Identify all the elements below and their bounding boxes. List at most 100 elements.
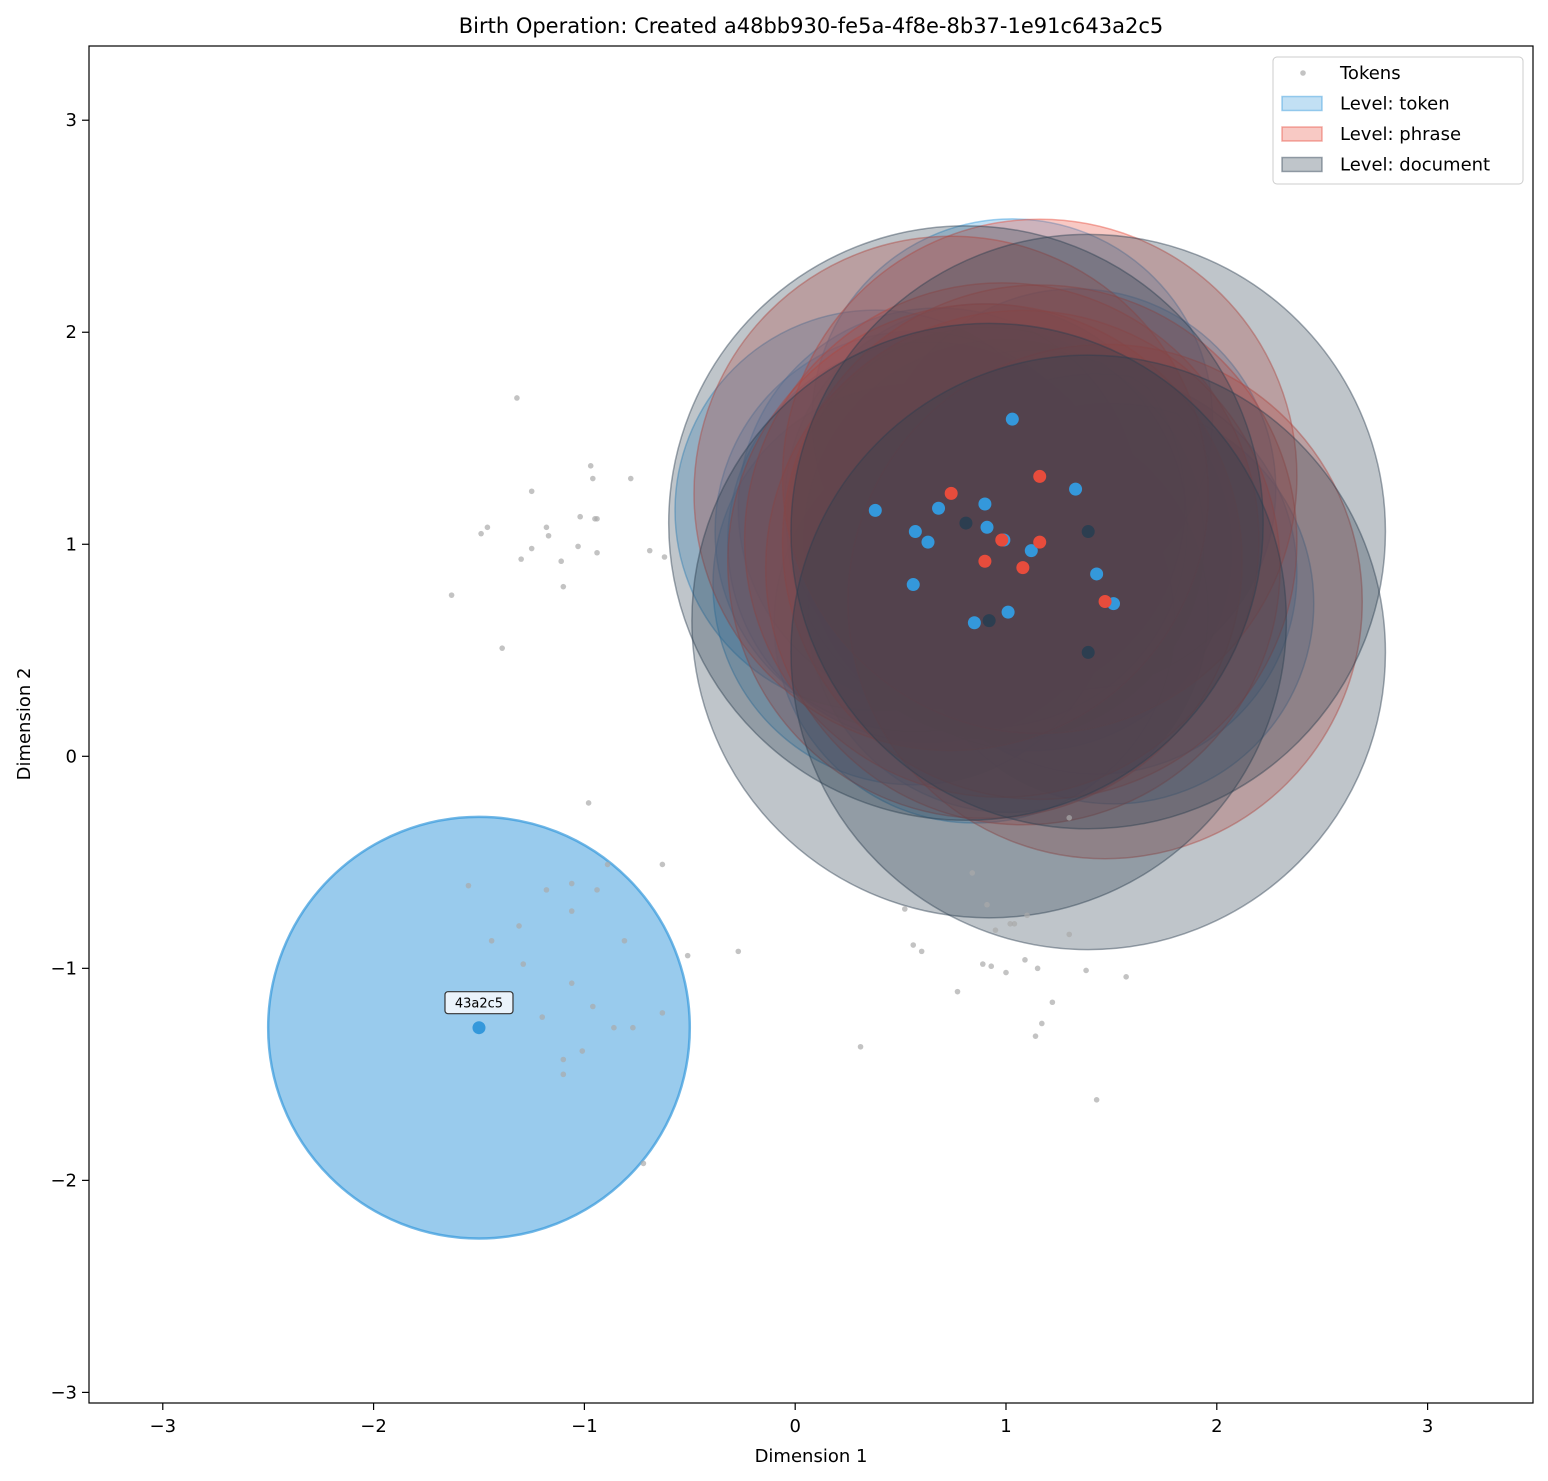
token-point bbox=[1083, 967, 1089, 974]
token-point bbox=[539, 1014, 546, 1020]
token-point bbox=[646, 547, 653, 554]
legend-patch-2 bbox=[1281, 126, 1323, 142]
token-point bbox=[594, 887, 600, 893]
token-point bbox=[1066, 931, 1073, 938]
token-point bbox=[910, 942, 917, 948]
token-point bbox=[488, 937, 495, 944]
token-point bbox=[857, 1043, 864, 1050]
tokens-layer bbox=[448, 395, 1129, 1167]
y-tick-label: 1 bbox=[66, 534, 77, 555]
center-point-document-23 bbox=[1081, 525, 1095, 539]
token-point bbox=[514, 395, 520, 401]
token-point bbox=[1032, 1033, 1039, 1039]
legend-label-3: Level: document bbox=[1340, 155, 1490, 176]
token-point bbox=[954, 988, 961, 995]
token-point bbox=[984, 901, 990, 908]
legend-marker-tokens bbox=[1300, 70, 1306, 76]
center-point-token-5 bbox=[978, 497, 992, 511]
token-point bbox=[1022, 957, 1028, 963]
token-point bbox=[1003, 969, 1009, 976]
center-point-token-10 bbox=[906, 578, 920, 592]
token-point bbox=[1011, 921, 1018, 927]
token-point bbox=[560, 1056, 567, 1063]
token-point bbox=[594, 516, 600, 522]
center-point-token-2 bbox=[908, 525, 922, 539]
center-point-document-25 bbox=[1081, 645, 1095, 659]
x-tick-label: 0 bbox=[789, 1416, 800, 1437]
center-point-phrase-16 bbox=[1033, 469, 1047, 483]
plot-frame bbox=[88, 45, 1534, 1404]
y-axis-label: Dimension 2 bbox=[14, 668, 35, 781]
legend-patch-1 bbox=[1281, 95, 1323, 112]
token-point bbox=[640, 1160, 647, 1167]
token-point bbox=[980, 961, 986, 967]
token-point bbox=[992, 927, 999, 933]
y-tick-label: −1 bbox=[50, 958, 77, 979]
center-point-phrase-18 bbox=[1033, 535, 1047, 549]
token-point bbox=[604, 861, 611, 868]
legend-label-2: Level: phrase bbox=[1340, 124, 1461, 145]
legend-label-1: Level: token bbox=[1340, 94, 1450, 115]
annotation-layer: 43a2c5 bbox=[444, 991, 514, 1015]
token-point bbox=[558, 558, 564, 565]
x-axis: −3 −2 −1 0 1 2 3 bbox=[150, 1403, 1433, 1437]
center-point-token-13 bbox=[967, 616, 981, 630]
token-point bbox=[1024, 912, 1030, 919]
token-point bbox=[1093, 1096, 1100, 1103]
y-tick-label: 2 bbox=[66, 322, 77, 343]
center-point-phrase-21 bbox=[1098, 595, 1112, 609]
center-point-token-11 bbox=[1090, 567, 1104, 581]
token-point bbox=[545, 532, 552, 539]
token-point bbox=[1123, 974, 1129, 980]
center-point-token-0 bbox=[1005, 412, 1019, 426]
token-point bbox=[543, 887, 550, 893]
x-tick-label: 2 bbox=[1211, 1416, 1222, 1437]
token-point bbox=[568, 908, 575, 914]
y-tick-label: −2 bbox=[50, 1170, 77, 1191]
token-point bbox=[478, 530, 484, 537]
token-point bbox=[594, 549, 600, 556]
center-point-document-24 bbox=[982, 614, 996, 628]
token-point bbox=[1049, 999, 1056, 1006]
y-tick-label: 3 bbox=[66, 110, 77, 131]
token-point bbox=[568, 880, 575, 887]
token-point bbox=[1066, 814, 1073, 821]
token-point bbox=[528, 488, 535, 495]
center-point-token-6 bbox=[980, 520, 994, 534]
token-point bbox=[659, 861, 666, 868]
legend-box bbox=[1272, 56, 1524, 185]
center-point-token-1 bbox=[868, 503, 882, 517]
token-point bbox=[518, 556, 524, 562]
token-point bbox=[520, 961, 527, 967]
center-point-phrase-17 bbox=[995, 533, 1009, 547]
token-point bbox=[484, 524, 491, 531]
chart-title: Birth Operation: Created a48bb930-fe5a-4… bbox=[459, 14, 1164, 38]
token-point bbox=[735, 948, 742, 955]
legend-patch-3 bbox=[1281, 156, 1323, 173]
token-point bbox=[659, 1010, 666, 1016]
token-point bbox=[587, 463, 594, 469]
token-point bbox=[543, 524, 550, 531]
token-point bbox=[516, 923, 522, 929]
token-point bbox=[1007, 921, 1014, 927]
token-point bbox=[902, 906, 908, 912]
token-point bbox=[560, 1071, 567, 1078]
x-tick-label: −3 bbox=[150, 1416, 177, 1437]
x-tick-label: 3 bbox=[1422, 1416, 1433, 1437]
token-point bbox=[621, 937, 628, 944]
token-point bbox=[918, 948, 925, 955]
token-point bbox=[988, 963, 995, 970]
y-axis: −3 −2 −1 0 1 2 3 bbox=[50, 110, 89, 1403]
annotation-label: 43a2c5 bbox=[455, 997, 503, 1012]
token-point bbox=[568, 980, 575, 986]
token-point bbox=[585, 800, 592, 806]
token-point bbox=[448, 592, 455, 598]
token-point bbox=[1034, 965, 1041, 972]
center-point-phrase-19 bbox=[978, 554, 992, 568]
center-point-token-26 bbox=[472, 1021, 486, 1035]
token-point bbox=[630, 1024, 636, 1031]
centers-layer bbox=[472, 412, 1121, 1035]
x-tick-label: 1 bbox=[1000, 1416, 1011, 1437]
y-tick-label: 0 bbox=[66, 746, 77, 767]
